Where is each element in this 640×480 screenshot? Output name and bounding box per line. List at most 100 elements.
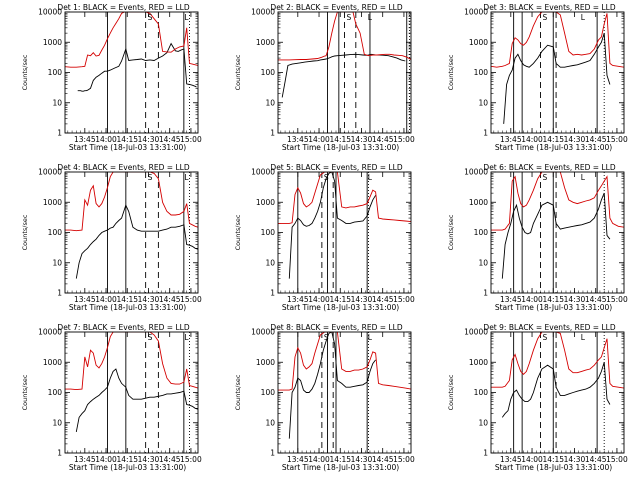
- y-tick-label: 1000: [43, 198, 62, 207]
- x-tick-label: 14:45: [585, 295, 607, 304]
- panel-title: Det 6: BLACK = Events, RED = LLD: [483, 163, 615, 172]
- y-axis-label: Counts/sec: [21, 374, 29, 410]
- y-tick-label: 10000: [38, 168, 62, 177]
- x-tick-label: 14:15: [542, 295, 564, 304]
- panel-det-9: Det 9: BLACK = Events, RED = LLD Counts/s…: [447, 323, 628, 472]
- x-tick-label: 14:30: [564, 135, 586, 144]
- x-tick-label: 15:00: [606, 295, 628, 304]
- marker-label: L: [184, 13, 189, 22]
- y-tick-label: 10: [478, 98, 488, 107]
- y-tick-label: 1000: [43, 358, 62, 367]
- y-tick-label: 1: [57, 449, 62, 458]
- plot-frame: [64, 11, 199, 134]
- panel-det-1: Det 1: BLACK = Events, RED = LLD Counts/s…: [21, 3, 202, 152]
- y-tick-label: 10: [265, 418, 275, 427]
- x-tick-label: 13:45: [500, 135, 522, 144]
- y-tick-label: 10: [478, 258, 488, 267]
- x-tick-label: 14:45: [585, 455, 607, 464]
- series-line-lld: [278, 12, 411, 61]
- series-line-lld: [65, 12, 198, 68]
- panel-title: Det 3: BLACK = Events, RED = LLD: [483, 3, 615, 12]
- series-line-events: [281, 53, 406, 98]
- series-line-events: [503, 32, 611, 124]
- x-tick-label: 14:15: [329, 455, 351, 464]
- x-axis-label: Start Time (18-Jul-03 13:31:00): [282, 463, 399, 472]
- x-tick-label: 14:45: [372, 135, 394, 144]
- x-tick-label: 13:45: [287, 455, 309, 464]
- x-tick-label: 14:15: [116, 295, 138, 304]
- y-tick-label: 100: [48, 388, 63, 397]
- y-tick-label: 1: [57, 289, 62, 298]
- x-tick-label: 13:45: [500, 455, 522, 464]
- x-axis-label: Start Time (18-Jul-03 13:31:00): [282, 143, 399, 152]
- panel-det-3: Det 3: BLACK = Events, RED = LLD Counts/s…: [447, 3, 628, 152]
- x-tick-label: 14:30: [564, 295, 586, 304]
- x-tick-label: 14:30: [351, 455, 373, 464]
- y-tick-label: 1: [57, 129, 62, 138]
- panel-title: Det 4: BLACK = Events, RED = LLD: [57, 163, 189, 172]
- x-tick-label: 14:15: [329, 295, 351, 304]
- series-line-lld: [65, 172, 198, 232]
- panel-title: Det 9: BLACK = Events, RED = LLD: [483, 323, 615, 332]
- y-tick-label: 1000: [469, 38, 488, 47]
- y-tick-label: 10000: [251, 168, 275, 177]
- series-line-events: [75, 368, 198, 432]
- x-tick-label: 15:00: [606, 455, 628, 464]
- y-tick-label: 100: [474, 68, 489, 77]
- plot-frame: [64, 171, 199, 294]
- series-line-events: [288, 172, 376, 279]
- panel-title: Det 8: BLACK = Events, RED = LLD: [270, 323, 402, 332]
- y-tick-label: 10: [265, 258, 275, 267]
- y-tick-label: 1: [483, 449, 488, 458]
- plot-frame: [490, 331, 625, 454]
- series-line-events: [75, 203, 198, 279]
- y-tick-label: 10: [265, 98, 275, 107]
- series-line-lld: [278, 332, 411, 391]
- y-axis-label: Counts/sec: [234, 374, 242, 410]
- y-tick-label: 10: [52, 418, 62, 427]
- panel-title: Det 2: BLACK = Events, RED = LLD: [270, 3, 402, 12]
- y-axis-label: Counts/sec: [234, 214, 242, 250]
- y-tick-label: 10000: [38, 8, 62, 17]
- panel-det-6: Det 6: BLACK = Events, RED = LLD Counts/s…: [447, 163, 628, 312]
- marker-label: L: [368, 173, 373, 182]
- panel-det-2: Det 2: BLACK = Events, RED = LLD Counts/s…: [234, 3, 415, 152]
- x-tick-label: 15:00: [180, 295, 202, 304]
- plot-frame: [277, 171, 412, 294]
- x-tick-label: 14:30: [351, 135, 373, 144]
- series-line-events: [77, 42, 197, 92]
- x-tick-label: 14:00: [95, 295, 117, 304]
- x-tick-label: 14:00: [521, 135, 543, 144]
- x-tick-label: 14:15: [116, 455, 138, 464]
- x-tick-label: 15:00: [393, 295, 415, 304]
- x-tick-label: 14:45: [159, 455, 181, 464]
- marker-label: L: [184, 333, 189, 342]
- y-tick-label: 100: [474, 388, 489, 397]
- panel-det-7: Det 7: BLACK = Events, RED = LLD Counts/s…: [21, 323, 202, 472]
- marker-label: S: [324, 333, 329, 342]
- series-line-events: [501, 192, 611, 279]
- y-tick-label: 100: [261, 68, 276, 77]
- y-axis-label: Counts/sec: [21, 54, 29, 90]
- x-axis-label: Start Time (18-Jul-03 13:31:00): [495, 143, 612, 152]
- x-axis-label: Start Time (18-Jul-03 13:31:00): [282, 303, 399, 312]
- x-tick-label: 14:30: [564, 455, 586, 464]
- x-tick-label: 15:00: [180, 135, 202, 144]
- series-line-lld: [491, 332, 624, 389]
- marker-label: S: [148, 13, 153, 22]
- y-tick-label: 1000: [256, 358, 275, 367]
- marker-label: S: [347, 13, 352, 22]
- x-tick-label: 14:45: [372, 295, 394, 304]
- x-tick-label: 14:15: [542, 455, 564, 464]
- plot-frame: [490, 11, 625, 134]
- x-axis-label: Start Time (18-Jul-03 13:31:00): [495, 303, 612, 312]
- x-tick-label: 14:00: [521, 455, 543, 464]
- series-line-events: [501, 362, 611, 418]
- x-tick-label: 15:00: [393, 135, 415, 144]
- x-tick-label: 15:00: [393, 455, 415, 464]
